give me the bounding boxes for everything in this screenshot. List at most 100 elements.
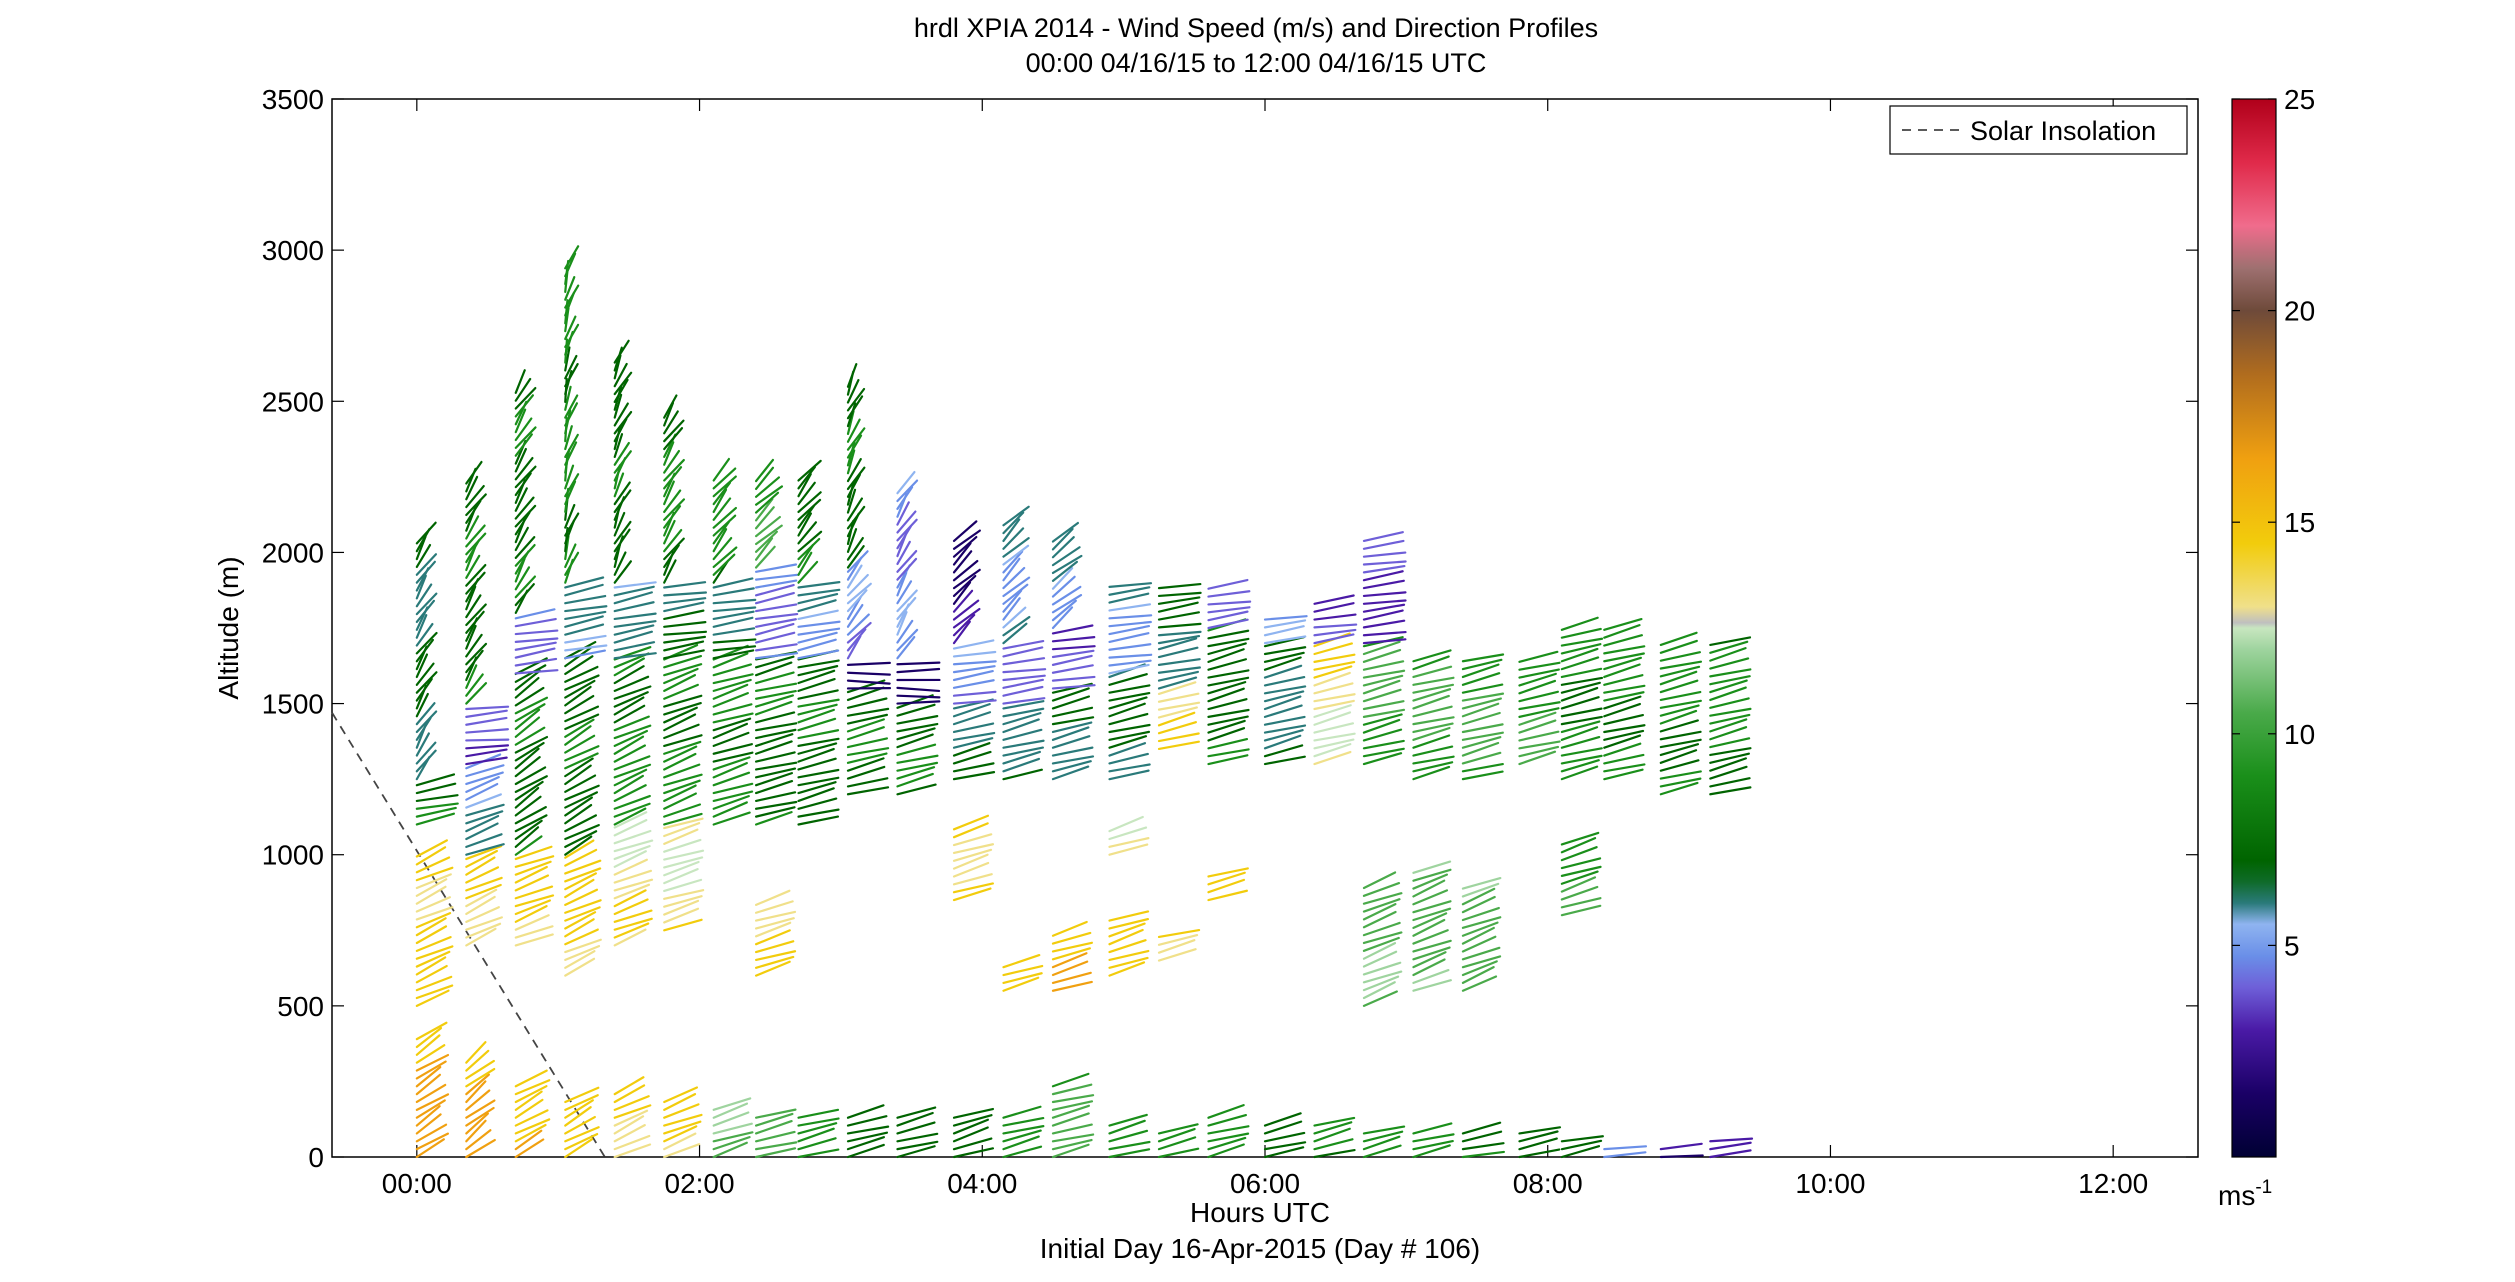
wind-stick bbox=[1362, 752, 1403, 766]
wind-stick bbox=[1461, 741, 1500, 757]
wind-stick bbox=[564, 950, 596, 969]
wind-stick bbox=[465, 484, 485, 509]
wind-stick bbox=[663, 817, 704, 830]
wind-stick bbox=[952, 843, 995, 855]
wind-stick bbox=[1412, 734, 1451, 749]
wind-stick bbox=[1461, 916, 1502, 929]
wind-stick bbox=[1157, 596, 1201, 605]
wind-stick bbox=[797, 737, 840, 747]
wind-stick bbox=[1002, 597, 1021, 621]
wind-stick bbox=[1659, 631, 1698, 647]
wind-stick bbox=[1412, 676, 1455, 686]
wind-stick bbox=[754, 1141, 798, 1151]
wind-stick bbox=[415, 677, 433, 702]
wind-stick bbox=[613, 472, 625, 498]
wind-stick bbox=[712, 811, 751, 826]
wind-stick bbox=[1313, 613, 1357, 621]
wind-stick bbox=[1709, 636, 1752, 647]
wind-stick bbox=[1263, 635, 1307, 645]
wind-stick bbox=[514, 1069, 548, 1088]
wind-stick bbox=[663, 1086, 699, 1104]
wind-stick bbox=[613, 858, 648, 876]
wind-stick bbox=[465, 883, 502, 900]
wind-stick bbox=[1002, 1116, 1045, 1127]
wind-stick bbox=[1002, 768, 1043, 781]
wind-stick bbox=[1461, 887, 1496, 906]
wind-stick bbox=[1157, 582, 1202, 590]
wind-stick bbox=[846, 449, 856, 475]
wind-stick bbox=[415, 773, 456, 787]
wind-stick bbox=[613, 441, 630, 466]
wind-stick bbox=[514, 511, 531, 536]
wind-stick bbox=[952, 690, 997, 697]
wind-stick bbox=[1362, 942, 1397, 960]
wind-stick bbox=[712, 722, 749, 740]
wind-stick bbox=[1002, 527, 1025, 550]
wind-stick bbox=[613, 1115, 645, 1135]
wind-stick bbox=[514, 657, 558, 667]
wind-stick bbox=[613, 601, 655, 613]
wind-stick bbox=[846, 395, 864, 420]
wind-stick bbox=[564, 888, 599, 906]
wind-stick bbox=[1263, 724, 1307, 734]
wind-stick bbox=[1709, 786, 1752, 796]
wind-stick bbox=[712, 481, 732, 506]
wind-stick bbox=[1560, 1139, 1603, 1151]
wind-stick bbox=[564, 745, 600, 762]
wind-stick bbox=[1709, 675, 1751, 686]
wind-stick bbox=[465, 705, 510, 711]
wind-stick bbox=[1263, 685, 1307, 695]
wind-stick bbox=[514, 496, 535, 520]
wind-stick bbox=[1603, 617, 1643, 631]
wind-stick bbox=[1051, 687, 1090, 702]
wind-stick bbox=[465, 822, 499, 841]
wind-stick bbox=[1412, 907, 1452, 922]
x-tick-label: 10:00 bbox=[1795, 1168, 1865, 1199]
wind-stick bbox=[1108, 742, 1147, 757]
wind-stick bbox=[1051, 1112, 1090, 1127]
wind-stick bbox=[613, 371, 633, 396]
wind-stick bbox=[465, 756, 508, 766]
wind-stick bbox=[1412, 722, 1454, 734]
wind-stick bbox=[1157, 706, 1198, 719]
wind-stick bbox=[712, 1136, 751, 1151]
wind-stick bbox=[613, 685, 652, 700]
wind-stick bbox=[465, 571, 486, 595]
wind-stick bbox=[613, 729, 649, 747]
wind-stick bbox=[712, 673, 754, 685]
wind-stick bbox=[465, 682, 488, 705]
wind-stick bbox=[613, 704, 646, 724]
wind-stick bbox=[896, 628, 919, 652]
wind-stick bbox=[1709, 765, 1748, 780]
wind-stick bbox=[754, 530, 778, 553]
wind-stick bbox=[754, 950, 797, 962]
wind-stick bbox=[754, 761, 798, 771]
wind-stick bbox=[415, 812, 456, 826]
wind-stick bbox=[465, 642, 488, 666]
wind-stick bbox=[1709, 757, 1747, 772]
wind-stick bbox=[754, 506, 775, 530]
wind-stick bbox=[754, 1108, 797, 1119]
wind-stick bbox=[465, 1099, 496, 1119]
wind-stick bbox=[1560, 846, 1598, 862]
wind-stick bbox=[797, 815, 840, 826]
wind-stick bbox=[663, 505, 682, 529]
wind-stick bbox=[1108, 956, 1149, 969]
wind-stick bbox=[514, 899, 551, 916]
wind-stick bbox=[1108, 1140, 1151, 1151]
wind-stick bbox=[1263, 656, 1302, 671]
wind-stick bbox=[613, 450, 632, 474]
wind-stick bbox=[846, 1125, 890, 1135]
wind-stick bbox=[1518, 661, 1561, 671]
wind-stick bbox=[465, 1073, 490, 1096]
wind-stick bbox=[1560, 616, 1599, 631]
wind-stick bbox=[712, 1141, 748, 1159]
wind-stick bbox=[465, 764, 505, 778]
wind-stick bbox=[1207, 637, 1250, 648]
wind-stick bbox=[663, 734, 703, 747]
wind-stick bbox=[797, 599, 837, 613]
wind-stick bbox=[846, 473, 861, 498]
wind-stick bbox=[712, 743, 753, 755]
wind-stick bbox=[1362, 961, 1402, 976]
colorbar-tick-label: 10 bbox=[2284, 719, 2315, 750]
